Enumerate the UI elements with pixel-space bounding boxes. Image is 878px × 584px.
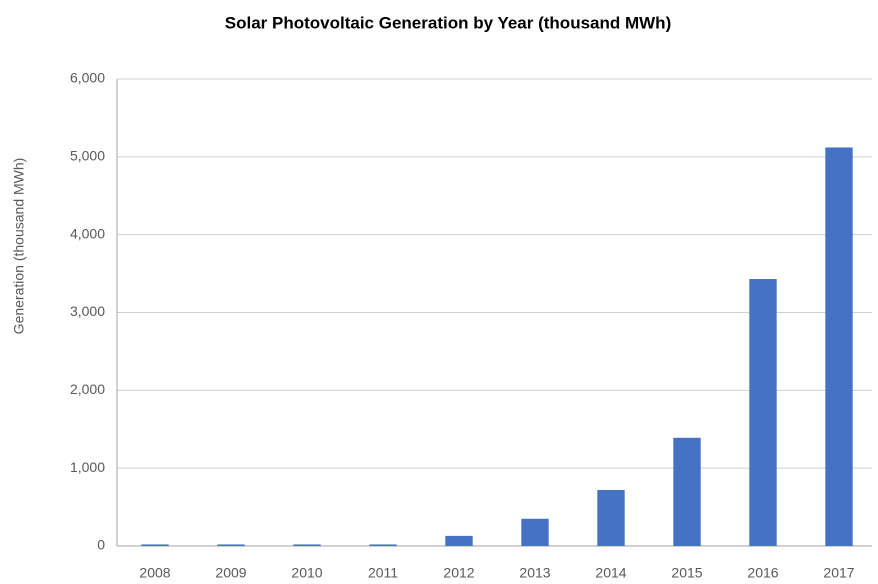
x-tick-label: 2008 — [139, 565, 170, 581]
y-tick-label: 6,000 — [70, 70, 105, 86]
x-tick-label: 2015 — [671, 565, 702, 581]
x-tick-label: 2009 — [215, 565, 246, 581]
y-tick-label: 4,000 — [70, 225, 105, 241]
x-tick-label: 2012 — [443, 565, 474, 581]
x-tick-label: 2011 — [368, 565, 398, 581]
y-tick-label: 0 — [97, 537, 105, 553]
bar — [445, 535, 473, 546]
y-tick-label: 1,000 — [70, 459, 105, 475]
bar — [369, 544, 397, 546]
x-tick-label: 2013 — [519, 565, 550, 581]
x-tick-label: 2017 — [823, 565, 854, 581]
bar — [293, 544, 321, 546]
bar — [521, 518, 549, 546]
y-tick-label: 3,000 — [70, 303, 105, 319]
y-axis-label: Generation (thousand MWh) — [11, 158, 27, 335]
y-tick-label: 5,000 — [70, 148, 105, 164]
x-tick-label: 2014 — [595, 565, 626, 581]
bar — [217, 544, 245, 546]
bar — [141, 544, 169, 546]
bar — [749, 279, 777, 546]
x-tick-label: 2010 — [291, 565, 322, 581]
chart-title: Solar Photovoltaic Generation by Year (t… — [225, 13, 671, 32]
bar — [673, 437, 701, 546]
bar — [597, 489, 625, 546]
bar — [825, 147, 853, 546]
y-tick-label: 2,000 — [70, 381, 105, 397]
x-tick-label: 2016 — [747, 565, 778, 581]
